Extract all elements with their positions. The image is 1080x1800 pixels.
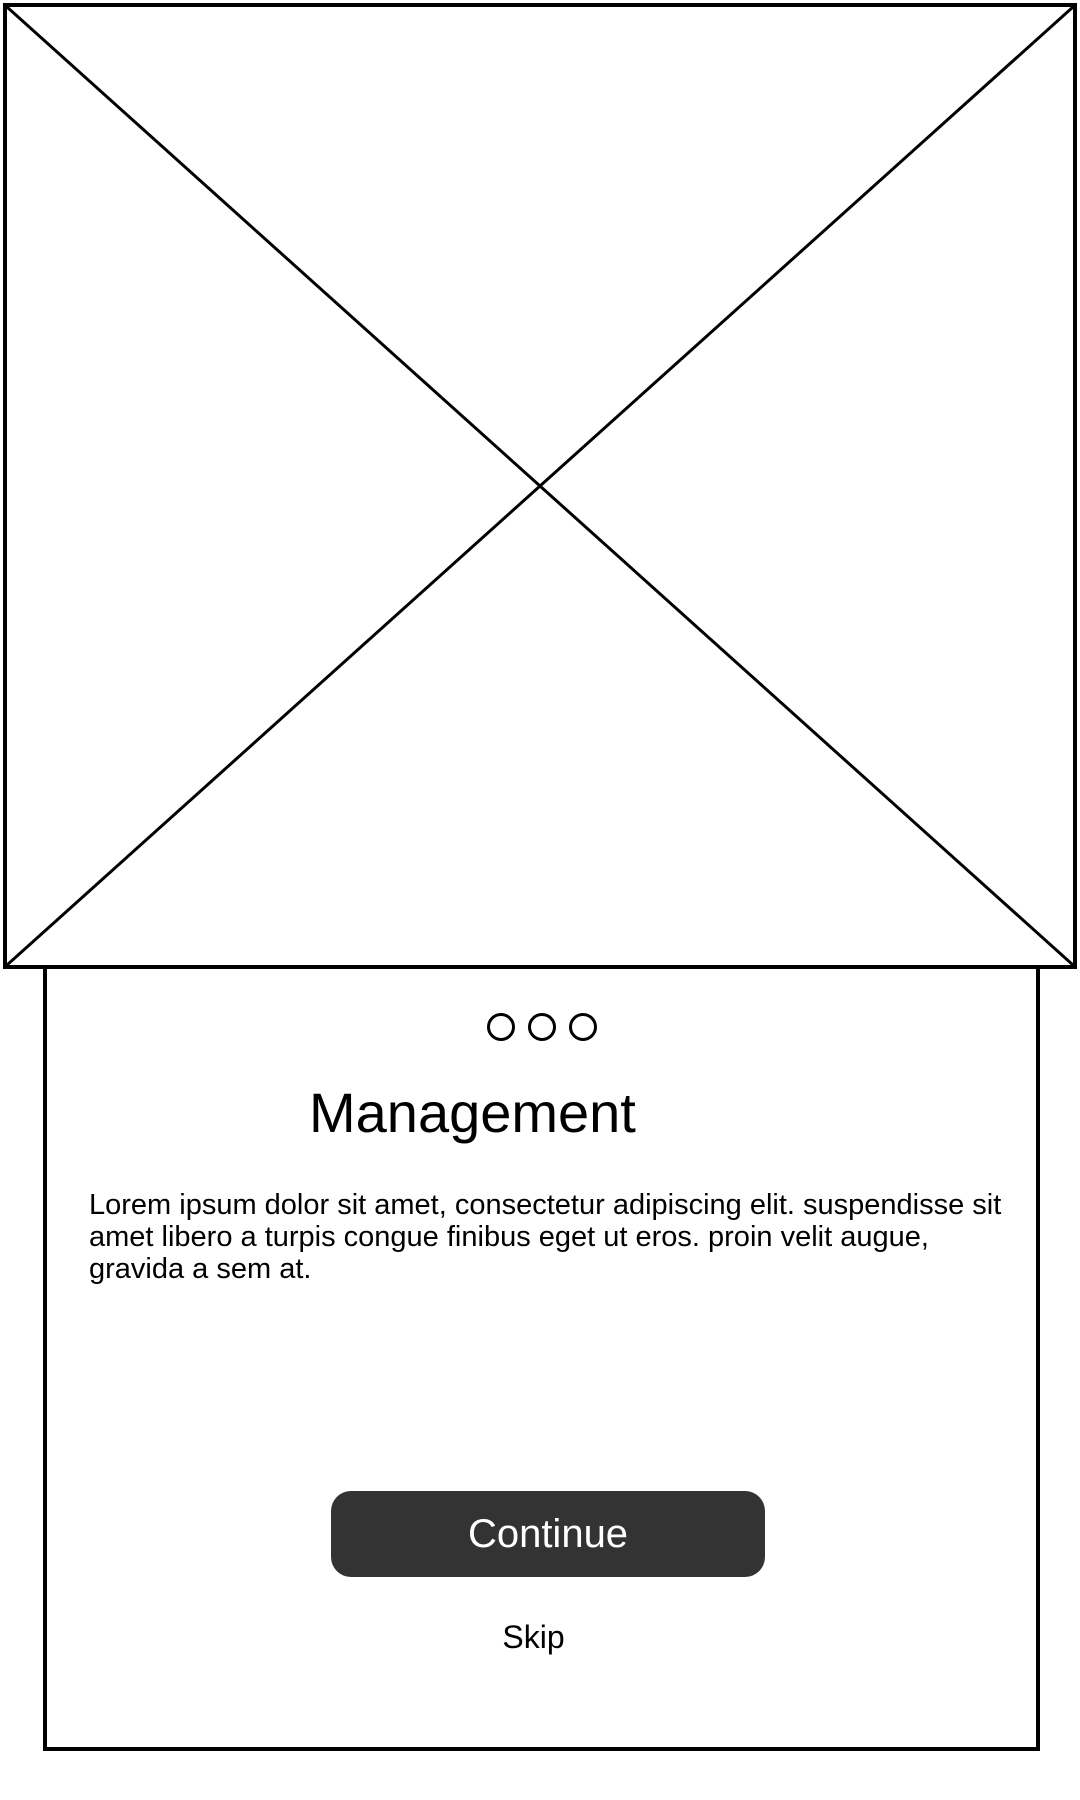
continue-button[interactable]: Continue [331,1491,765,1577]
page-dot-2[interactable] [527,1013,556,1041]
page-title: Management [309,1081,636,1144]
description-text: Lorem ipsum dolor sit amet, consectetur … [89,1189,1002,1285]
page-indicator [47,1013,1036,1041]
image-placeholder-icon [7,7,1073,965]
page-dot-1[interactable] [486,1013,515,1041]
skip-link[interactable]: Skip [502,1619,565,1655]
hero-image-placeholder [3,3,1077,969]
onboarding-card: Management Lorem ipsum dolor sit amet, c… [43,969,1040,1751]
page-dot-3[interactable] [568,1013,597,1041]
